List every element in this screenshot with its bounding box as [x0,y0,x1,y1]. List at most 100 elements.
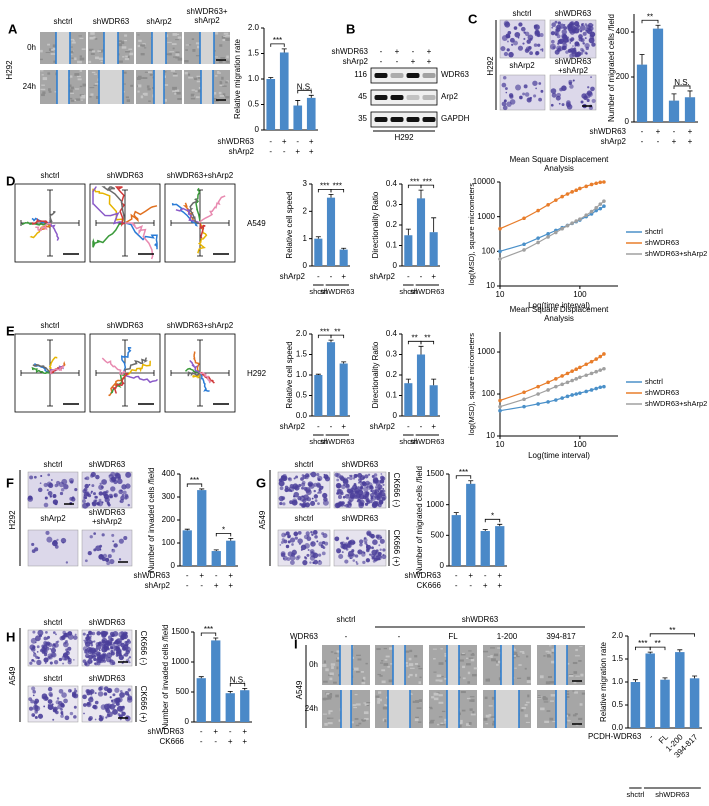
cell [528,46,532,50]
texture [444,718,447,722]
cell [310,530,313,534]
cell [63,484,69,490]
cell [100,630,106,636]
cell [293,531,299,537]
cell [125,483,131,489]
condition-sign: - [269,137,272,146]
condition-sign: - [317,272,320,281]
texture [567,719,570,722]
cell [589,28,592,31]
condition-name: shWDR63 [134,571,171,580]
cell [313,482,318,487]
texture [548,651,551,653]
label-line: +shArp2 [558,66,589,75]
blot-band [390,95,404,100]
significance-bracket [330,188,345,193]
texture [526,676,531,680]
series-point [578,391,582,395]
texture [469,696,475,698]
texture [79,55,83,58]
texture [409,649,413,653]
texture [572,661,578,665]
cell [347,501,350,504]
bar [416,198,426,266]
texture [539,675,544,679]
cell [584,37,587,40]
texture [90,93,94,96]
cell [373,557,378,562]
cell [36,645,40,649]
condition-sign: - [200,727,203,736]
bar [293,105,303,130]
texture [416,707,422,709]
texture [381,669,386,672]
cell [39,482,42,484]
cell-track [193,187,201,224]
group-label: shctrl [399,287,417,296]
cell [99,482,102,485]
texture [146,85,150,88]
texture [223,32,229,35]
cell [65,561,69,564]
cell [304,556,307,559]
cell [110,486,116,492]
cell [359,543,363,547]
cell [49,495,53,498]
cell [362,476,365,480]
texture [354,718,359,720]
cell [53,660,59,665]
y-tick-label: 0 [625,117,630,126]
texture [438,701,444,704]
cell [349,492,356,499]
cell [541,48,544,51]
cell [358,481,361,484]
cell [115,473,121,480]
cell [116,649,122,655]
texture [382,706,388,710]
cell-line: H292 [8,510,17,530]
cell [365,545,369,548]
cell [44,662,47,664]
cell [95,545,102,552]
texture [439,675,444,678]
texture [71,41,76,44]
texture [219,84,225,87]
texture [91,71,96,74]
significance-bracket [484,518,501,523]
cell-track [124,222,158,250]
cell [99,714,102,718]
cell [124,640,128,644]
series-point [522,390,526,395]
cell [120,631,125,635]
cell [68,477,75,484]
y-tick-label: 0 [185,717,190,726]
texture [74,73,80,76]
texture [460,719,463,723]
series-point [589,209,594,214]
texture [363,702,367,704]
cell [52,718,55,721]
texture [41,93,45,97]
cell [379,538,385,544]
cell [282,474,287,479]
blot-band [406,73,420,78]
texture [138,84,142,88]
series-point [602,180,606,184]
error-bar [677,649,683,653]
texture [324,697,329,700]
texture [377,697,380,701]
cell [557,39,562,44]
texture [436,674,442,678]
cell [93,532,97,535]
y-tick-label: 400 [162,469,176,478]
label: shWDR63 [89,460,126,469]
cell [382,487,385,490]
cell [338,553,344,559]
cell [376,484,383,490]
texture [566,690,569,693]
cell [314,535,318,539]
category-title: PCDH-WDR63 [588,732,642,741]
y-tick-label: 0.5 [612,700,624,709]
cell [64,657,68,661]
cell [537,33,541,38]
